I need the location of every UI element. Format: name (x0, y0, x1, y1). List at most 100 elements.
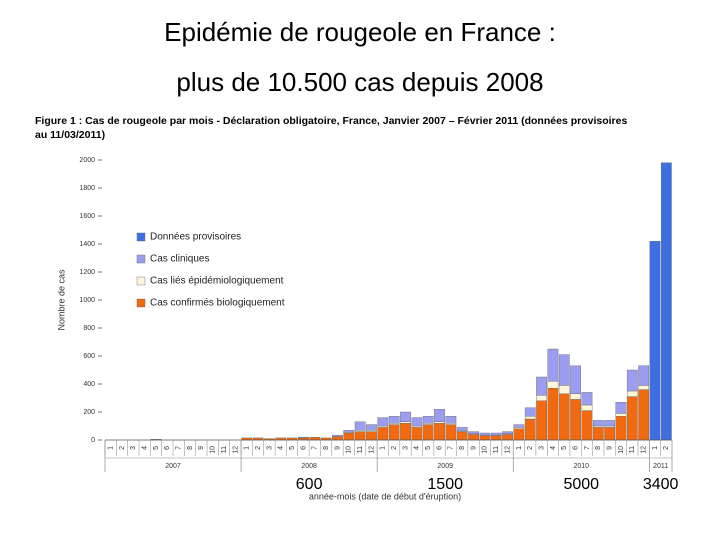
bar-segment (615, 413, 627, 417)
bar-segment (626, 396, 638, 441)
bar-segment (422, 424, 434, 441)
x-tick-label: 12 (504, 446, 511, 454)
x-tick-label: 12 (368, 446, 375, 454)
bar-segment (343, 432, 355, 441)
bar-segment (638, 385, 650, 390)
bar-segment (513, 427, 525, 429)
x-tick-label: 10 (618, 446, 625, 454)
y-tick-label: 800 (83, 325, 95, 332)
x-tick-label: 9 (334, 446, 341, 450)
bar-segment (536, 395, 547, 402)
bar-segment (558, 354, 570, 386)
x-tick-label: 5 (153, 446, 160, 450)
bar-segment (626, 369, 638, 392)
bar-segment (411, 425, 423, 428)
bar-segment (649, 240, 661, 441)
y-tick-label: 1000 (79, 297, 95, 304)
bar-segment (513, 428, 525, 441)
x-tick-label: 7 (584, 446, 591, 450)
bar-segment (298, 437, 309, 439)
bar-segment (638, 389, 650, 441)
bar-segment (343, 430, 355, 433)
annotation: 1500 (427, 476, 463, 493)
bar-segment (570, 399, 581, 441)
bar-segment (309, 437, 321, 441)
annotation: 600 (296, 476, 323, 493)
bar-segment (536, 376, 547, 396)
bar-segment (400, 423, 411, 441)
bar-segment (366, 431, 377, 441)
bar-segment (434, 421, 445, 424)
x-tick-label: 12 (640, 446, 647, 454)
x-tick-label: 4 (414, 446, 421, 450)
x-tick-label: 7 (312, 446, 319, 450)
x-tick-label: 6 (164, 446, 171, 450)
x-tick-label: 5 (425, 446, 432, 450)
bar-segment (445, 416, 457, 424)
bar-segment (388, 416, 400, 424)
x-tick-label: 1 (108, 446, 115, 450)
legend-label: Cas confirmés biologiquement (150, 298, 285, 309)
bar-segment (479, 432, 491, 436)
y-axis-label: Nombre de cas (56, 269, 66, 331)
bar-segment (547, 388, 559, 441)
bar-segment (490, 435, 502, 441)
x-tick-label: 11 (493, 446, 500, 453)
bar-segment (615, 402, 627, 414)
bar-segment (422, 423, 434, 425)
x-tick-label: 2 (391, 446, 398, 450)
x-tick-label: 1 (380, 446, 387, 450)
x-tick-label: 6 (436, 446, 443, 450)
bar-segment (581, 410, 593, 441)
x-tick-label: 9 (606, 446, 613, 450)
bar-segment (524, 416, 536, 420)
x-group-label: 2010 (573, 463, 589, 470)
bar-segment (434, 409, 445, 423)
bar-segment (456, 427, 468, 432)
bar-segment (411, 417, 423, 427)
bar-segment (354, 431, 366, 441)
bar-segment (626, 390, 638, 397)
bar-segment (479, 435, 491, 441)
bar-segment (570, 365, 581, 394)
legend-label: Cas cliniques (150, 254, 209, 265)
bar-segment (445, 423, 457, 425)
x-tick-label: 9 (470, 446, 477, 450)
bar-segment (400, 411, 411, 423)
y-tick-label: 1800 (79, 185, 95, 192)
x-tick-label: 8 (595, 446, 602, 450)
x-tick-label: 8 (459, 446, 466, 450)
x-tick-label: 11 (629, 446, 636, 453)
x-tick-label: 7 (448, 446, 455, 450)
x-tick-label: 2 (255, 446, 262, 450)
x-group-label: 2008 (301, 463, 317, 470)
chart-title: Figure 1 : Cas de rougeole par mois - Dé… (35, 115, 627, 127)
bar-segment (581, 404, 593, 411)
bar-segment (490, 432, 502, 436)
legend-swatch (136, 298, 146, 308)
bar-segment (558, 385, 570, 394)
bar-segment (604, 425, 616, 428)
bar-segment (604, 420, 616, 427)
bar-segment (570, 393, 581, 400)
bar-segment (558, 393, 570, 441)
bar-segment (592, 425, 604, 428)
x-tick-label: 10 (210, 446, 217, 454)
x-tick-label: 5 (289, 446, 296, 450)
bar-segment (468, 434, 479, 441)
legend-label: Données provisoires (150, 232, 241, 243)
bar-segment (581, 392, 593, 406)
legend-swatch (136, 254, 146, 264)
bar-segment (400, 421, 411, 424)
x-tick-label: 4 (278, 446, 285, 450)
y-tick-label: 0 (91, 437, 95, 444)
bar-segment (388, 423, 400, 425)
bar-segment (422, 416, 434, 424)
bar-segment (592, 420, 604, 427)
bar-segment (445, 424, 457, 441)
annotation: 5000 (563, 476, 599, 493)
y-tick-label: 1600 (79, 213, 95, 220)
x-tick-label: 2 (119, 446, 126, 450)
x-tick-label: 2 (663, 446, 670, 450)
bar-segment (411, 427, 423, 441)
